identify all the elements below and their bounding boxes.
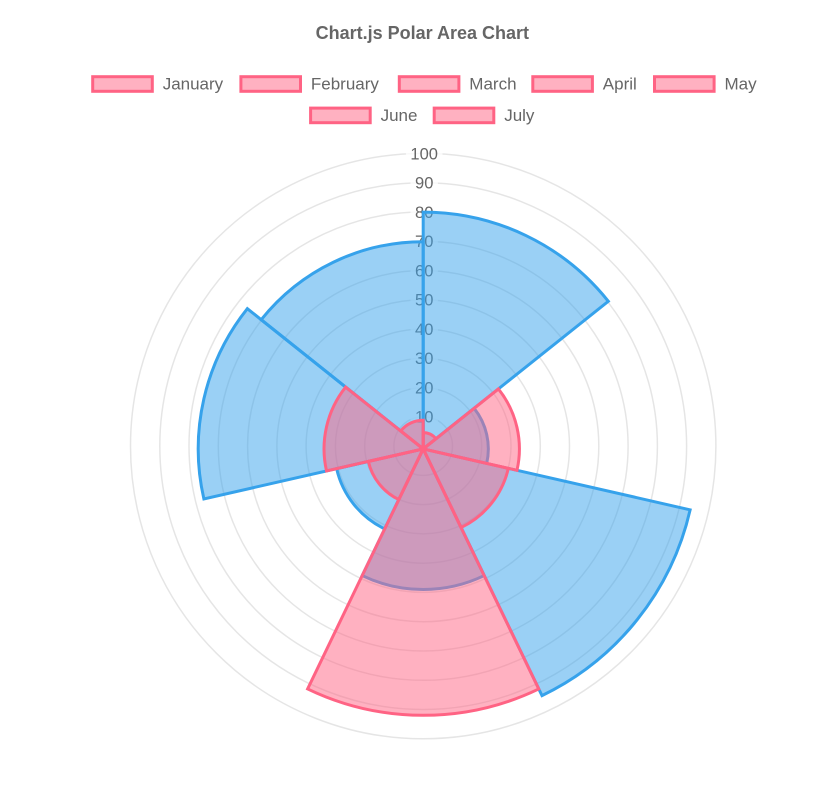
svg-text:March: March: [469, 74, 516, 93]
svg-text:100: 100: [410, 145, 438, 163]
svg-text:January: January: [163, 74, 224, 93]
svg-text:May: May: [725, 74, 758, 93]
svg-text:Chart.js Polar Area Chart: Chart.js Polar Area Chart: [316, 23, 529, 43]
svg-text:July: July: [504, 106, 535, 125]
svg-text:February: February: [311, 74, 380, 93]
svg-text:June: June: [381, 106, 418, 125]
svg-text:April: April: [603, 74, 637, 93]
svg-text:90: 90: [415, 175, 433, 193]
